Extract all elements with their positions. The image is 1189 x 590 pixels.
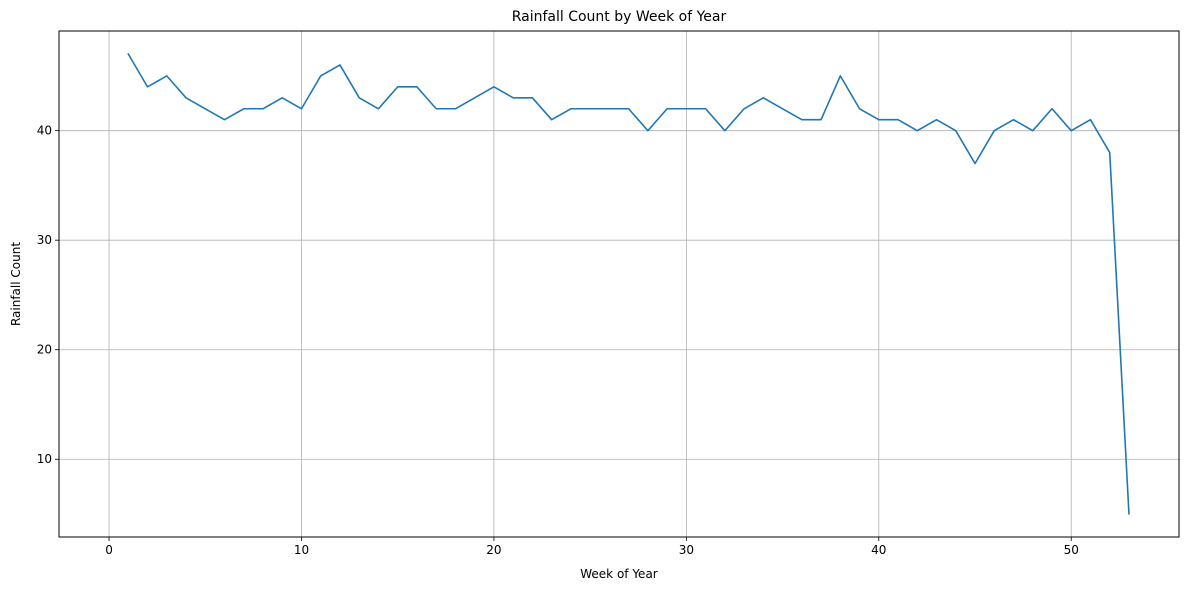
grid (59, 31, 1179, 537)
axis-ticks: 0 10 20 30 40 50 10 20 30 40 (37, 124, 1079, 557)
y-axis-title: Rainfall Count (9, 242, 23, 326)
y-tick-label: 40 (37, 124, 52, 138)
x-tick-label: 30 (679, 543, 694, 557)
series-layer (127, 53, 1130, 515)
x-tick-label: 50 (1064, 543, 1079, 557)
x-tick-label: 10 (294, 543, 309, 557)
x-tick-label: 20 (486, 543, 501, 557)
x-tick-label: 40 (871, 543, 886, 557)
x-axis-title: Week of Year (580, 567, 658, 581)
chart-title: Rainfall Count by Week of Year (512, 9, 727, 25)
x-tick-label: 0 (105, 543, 113, 557)
series-line (127, 53, 1130, 515)
y-tick-label: 20 (37, 343, 52, 357)
plot-frame (58, 30, 1180, 538)
y-tick-label: 30 (37, 233, 52, 247)
y-tick-label: 10 (37, 452, 52, 466)
